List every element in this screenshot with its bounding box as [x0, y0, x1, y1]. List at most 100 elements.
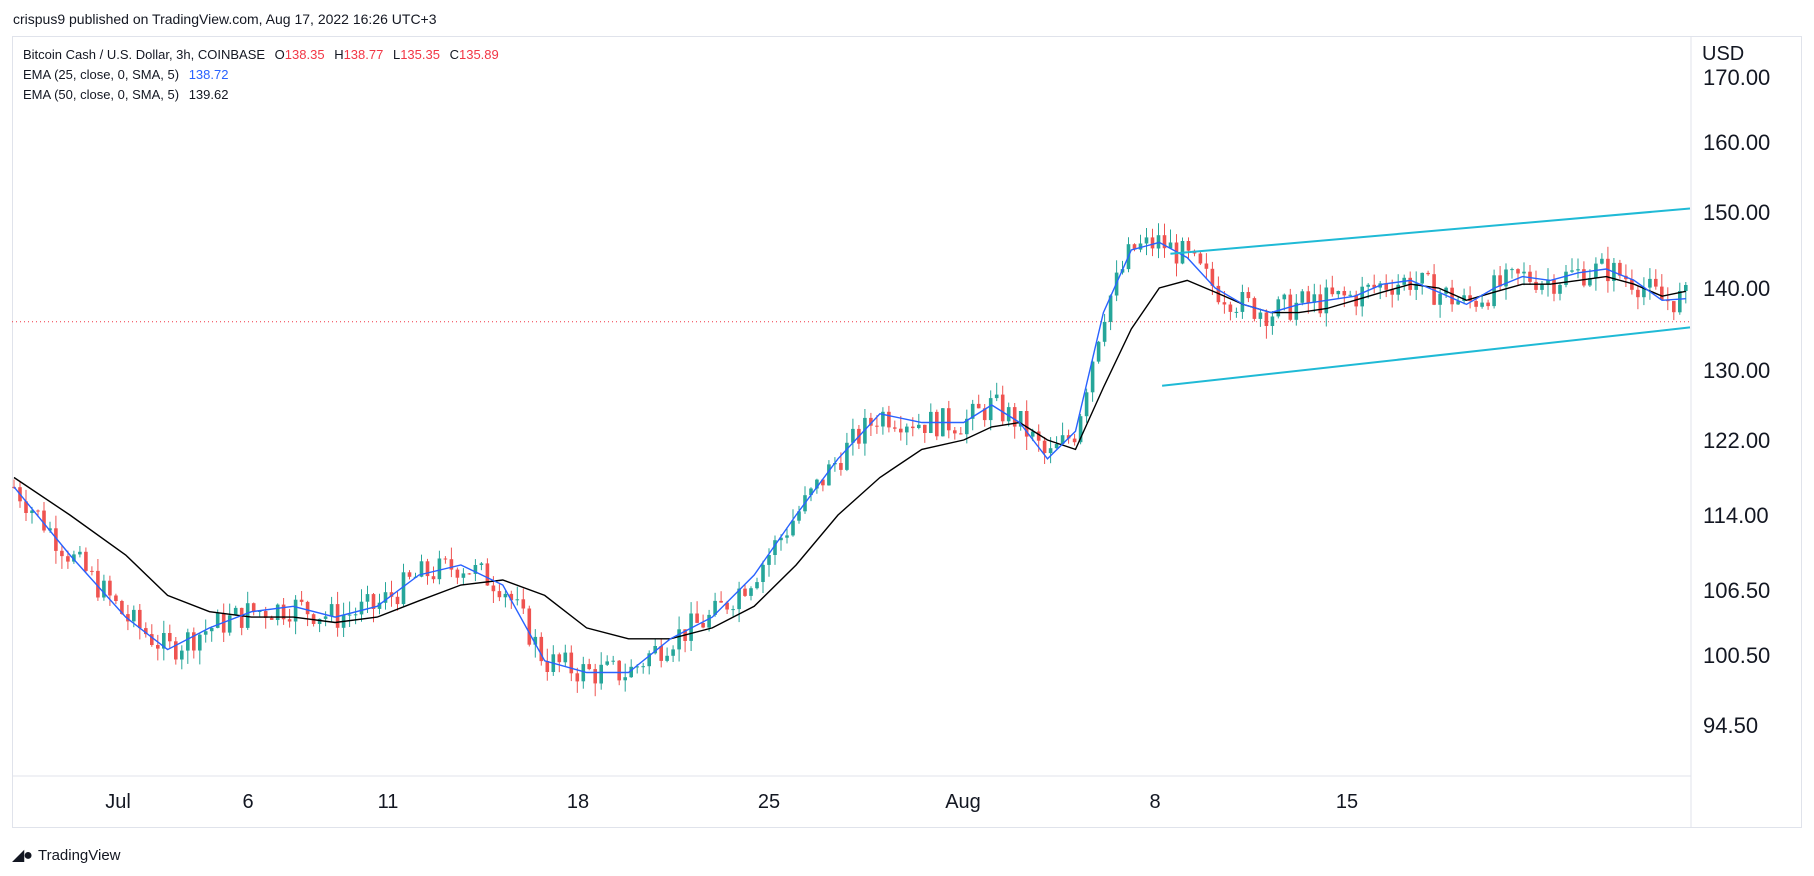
candle	[198, 633, 202, 665]
candle	[587, 658, 591, 671]
candle	[1570, 258, 1574, 273]
candle	[1108, 294, 1113, 331]
candle	[1336, 290, 1341, 299]
chart-legend: Bitcoin Cash / U.S. Dollar, 3h, COINBASE…	[23, 45, 499, 105]
footer-brand[interactable]: ◢● TradingView	[12, 845, 121, 865]
candle	[1438, 289, 1442, 318]
channel-upper-line[interactable]	[1170, 207, 1691, 255]
candle	[1066, 429, 1071, 444]
candle	[677, 616, 681, 662]
y-tick-2: 150.00	[1703, 200, 1770, 225]
candle	[1534, 270, 1538, 293]
candle	[78, 546, 82, 558]
candle	[329, 596, 334, 623]
candle	[1390, 279, 1394, 308]
legend-ema50-row[interactable]: EMA (50, close, 0, SMA, 5) 139.62	[23, 85, 499, 105]
candle	[671, 645, 675, 662]
candle	[1276, 296, 1281, 319]
candle	[1504, 263, 1508, 300]
candle	[461, 568, 466, 585]
candle	[84, 547, 88, 573]
candle	[419, 554, 424, 578]
ema50-line	[13, 275, 1686, 640]
ema25-value: 138.72	[188, 67, 229, 82]
candle	[1306, 285, 1311, 314]
candle	[449, 547, 454, 578]
candle	[893, 420, 897, 432]
chart-pane[interactable]	[12, 36, 1802, 828]
candle	[162, 620, 166, 661]
candle	[293, 595, 298, 635]
candle	[1162, 223, 1167, 258]
low-value: 135.35	[400, 47, 440, 62]
published-by-line: crispus9 published on TradingView.com, A…	[13, 11, 437, 27]
candle	[755, 577, 759, 590]
candle	[389, 580, 394, 607]
candle	[138, 604, 142, 640]
candle	[1228, 301, 1233, 321]
high-label: H	[334, 47, 344, 62]
channel-trendlines[interactable]	[1161, 207, 1691, 387]
open-label: O	[274, 47, 285, 62]
channel-lower-line[interactable]	[1161, 326, 1691, 387]
candle	[1612, 258, 1616, 292]
candle	[1240, 284, 1245, 319]
price-axis[interactable]: 170.00 160.00 150.00 140.00 130.00 122.00 114.…	[1703, 65, 1770, 738]
candle	[935, 409, 939, 441]
candle	[1024, 400, 1029, 450]
candle	[497, 584, 502, 602]
candle	[1156, 223, 1161, 259]
candle	[1378, 281, 1382, 300]
candle	[1510, 267, 1514, 279]
candle	[1462, 288, 1466, 305]
candle	[383, 582, 388, 610]
legend-ema25-row[interactable]: EMA (25, close, 0, SMA, 5) 138.72	[23, 65, 499, 85]
candle	[1426, 270, 1430, 276]
x-tick-5: Aug	[945, 791, 981, 813]
candle	[731, 605, 735, 617]
candle	[1312, 283, 1317, 313]
candle	[593, 663, 597, 697]
candle	[1090, 360, 1095, 402]
high-value: 138.77	[343, 47, 384, 62]
open-value: 138.35	[284, 47, 325, 62]
candle	[743, 584, 747, 597]
candle	[443, 556, 448, 564]
candle	[1006, 402, 1011, 427]
candle	[72, 550, 76, 564]
candle	[899, 415, 903, 441]
x-tick-2: 11	[378, 791, 399, 813]
candle	[641, 662, 645, 674]
candle	[1648, 268, 1652, 300]
candle	[251, 602, 256, 616]
candle	[1138, 234, 1143, 253]
candle	[287, 608, 292, 628]
candle	[689, 602, 693, 651]
y-tick-5: 122.00	[1703, 428, 1770, 453]
candle	[569, 645, 574, 682]
candle	[1174, 234, 1179, 277]
candlestick-series	[12, 223, 1688, 697]
x-tick-7: 15	[1336, 791, 1358, 813]
candle	[341, 602, 346, 637]
candle	[114, 593, 118, 605]
candle	[359, 589, 364, 622]
time-axis[interactable]: Jul 6 11 18 25 Aug 8 15	[105, 791, 1358, 813]
candle	[156, 634, 160, 661]
candle	[1516, 268, 1520, 285]
candle	[1084, 388, 1089, 423]
candle	[467, 573, 472, 575]
candle	[1102, 313, 1107, 347]
candle	[54, 515, 58, 564]
candle	[1288, 288, 1293, 322]
currency-label[interactable]: USD	[1702, 43, 1745, 65]
candle	[647, 650, 651, 675]
candle	[1402, 274, 1406, 291]
candle	[1222, 291, 1227, 314]
candle	[797, 505, 801, 524]
legend-symbol-row[interactable]: Bitcoin Cash / U.S. Dollar, 3h, COINBASE…	[23, 45, 499, 65]
candle	[976, 394, 981, 409]
x-tick-0: Jul	[105, 791, 131, 813]
candle	[455, 567, 460, 585]
